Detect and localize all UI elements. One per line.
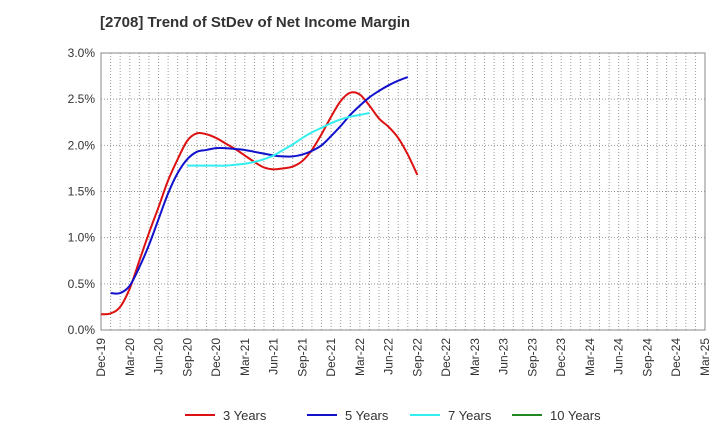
x-tick-label: Dec-23	[554, 338, 568, 377]
legend-label: 3 Years	[223, 408, 267, 423]
x-tick-label: Jun-24	[612, 338, 626, 375]
series-lines	[100, 76, 419, 316]
y-tick-label: 0.0%	[68, 323, 96, 337]
y-tick-label: 0.5%	[68, 277, 96, 291]
series-line-3-years	[100, 91, 419, 316]
legend-label: 10 Years	[550, 408, 601, 423]
x-tick-label: Mar-23	[468, 338, 482, 376]
x-tick-label: Mar-21	[238, 338, 252, 376]
x-tick-label: Dec-24	[669, 338, 683, 377]
y-tick-label: 2.5%	[68, 92, 96, 106]
x-tick-label: Sep-24	[640, 338, 654, 377]
x-tick-label: Sep-22	[410, 338, 424, 377]
legend: 3 Years 5 Years 7 Years 10 Years	[185, 408, 601, 423]
legend-label: 7 Years	[448, 408, 492, 423]
chart-title: [2708] Trend of StDev of Net Income Marg…	[100, 14, 411, 31]
y-tick-label: 2.0%	[68, 138, 96, 152]
x-tick-label: Mar-24	[583, 338, 597, 376]
x-tick-label: Jun-23	[497, 338, 511, 375]
x-axis: Dec-19 Mar-20 Jun-20 Sep-20 Dec-20 Mar-21 Jun-…	[94, 338, 712, 377]
plot-background	[101, 53, 705, 330]
x-tick-label: Sep-23	[525, 338, 539, 377]
x-tick-label: Sep-21	[295, 338, 309, 377]
x-tick-label: Jun-21	[267, 338, 281, 375]
gridlines	[100, 52, 706, 331]
y-axis: 0.0% 0.5% 1.0% 1.5% 2.0% 2.5% 3.0%	[68, 46, 96, 337]
x-tick-label: Dec-21	[324, 338, 338, 377]
y-tick-label: 1.5%	[68, 185, 96, 199]
x-tick-label: Dec-19	[94, 338, 108, 377]
x-tick-label: Dec-22	[439, 338, 453, 377]
x-tick-label: Jun-22	[382, 338, 396, 375]
x-tick-label: Sep-20	[180, 338, 194, 377]
plot-area	[101, 53, 705, 330]
y-tick-label: 3.0%	[68, 46, 96, 60]
series-line-5-years	[110, 76, 409, 295]
x-tick-label: Mar-25	[698, 338, 712, 376]
legend-label: 5 Years	[345, 408, 389, 423]
plot-border	[100, 52, 706, 331]
y-tick-label: 1.0%	[68, 231, 96, 245]
x-tick-label: Dec-20	[209, 338, 223, 377]
x-tick-label: Mar-20	[123, 338, 137, 376]
x-tick-label: Jun-20	[152, 338, 166, 375]
x-tick-label: Mar-22	[353, 338, 367, 376]
series-line-7-years	[187, 112, 370, 167]
